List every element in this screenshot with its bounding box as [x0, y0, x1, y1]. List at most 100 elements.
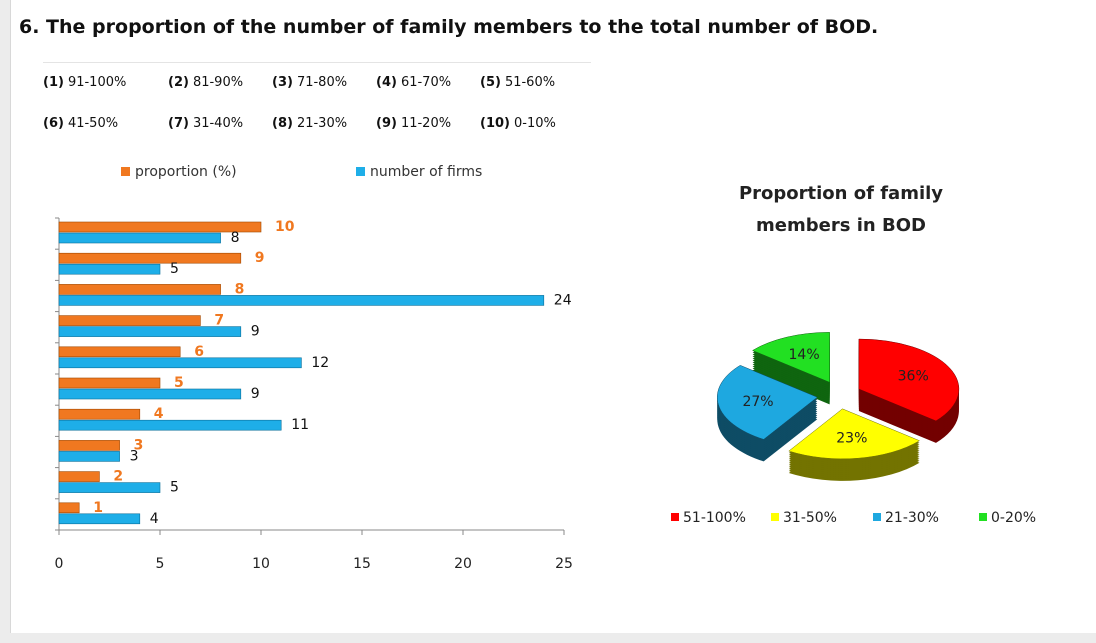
legend-swatch: [121, 167, 130, 176]
key-range: 91-100%: [67, 75, 127, 90]
key-range: 51-60%: [504, 75, 556, 90]
page: proportion (%) number of firms 0 5 10 15 20 25 1…: [10, 0, 1096, 633]
key-number: (10): [480, 116, 510, 131]
bar-value-label: 2: [113, 469, 123, 485]
pie-value-label: 27%: [742, 394, 773, 410]
bar-value-label: 11: [291, 417, 309, 433]
legend-label: 21-30%: [885, 510, 939, 526]
pie-value-label: 23%: [836, 430, 867, 446]
bar-value-label: 1: [93, 500, 103, 516]
key-entry: (8) 21-30%: [272, 116, 347, 131]
key-number: (6): [43, 116, 64, 131]
key-entry: (4) 61-70%: [376, 75, 451, 90]
key-entry: (10) 0-10%: [480, 116, 556, 131]
key-entry: (2) 81-90%: [168, 75, 243, 90]
bar: [58, 419, 282, 431]
key-range: 41-50%: [67, 116, 119, 131]
bar: [58, 471, 100, 482]
key-number: (9): [376, 116, 397, 131]
bar: [58, 232, 221, 244]
legend-label: proportion (%): [135, 164, 237, 180]
bar: [58, 284, 221, 295]
key-entry: (7) 31-40%: [168, 116, 243, 131]
legend-label: 0-20%: [991, 510, 1036, 526]
bar: [58, 408, 141, 420]
x-tick-label: 5: [156, 556, 165, 572]
key-entry: (3) 71-80%: [272, 75, 347, 90]
x-tick-label: 10: [252, 556, 270, 572]
key-number: (5): [480, 75, 501, 90]
legend-label: 31-50%: [783, 510, 837, 526]
key-number: (3): [272, 75, 293, 90]
bar: [58, 377, 161, 389]
bar: [58, 357, 302, 369]
pie-slice: [858, 338, 960, 422]
bar: [58, 221, 262, 233]
bar-value-label: 24: [554, 292, 572, 308]
bar-value-label: 6: [194, 344, 204, 360]
bar-value-label: 10: [275, 219, 295, 235]
legend-swatch: [873, 513, 881, 521]
legend-label: 51-100%: [683, 510, 746, 526]
key-range: 81-90%: [192, 75, 244, 90]
bar-value-label: 9: [251, 386, 260, 402]
pie-slice: [717, 365, 818, 440]
key-range: 21-30%: [296, 116, 348, 131]
legend-label: number of firms: [370, 164, 482, 180]
pie-title: Proportion of family members in BOD: [738, 183, 944, 236]
bar-value-label: 9: [255, 250, 265, 266]
key-number: (8): [272, 116, 293, 131]
legend-swatch: [356, 167, 365, 176]
bar-value-label: 3: [130, 448, 139, 464]
key-range: 71-80%: [296, 75, 348, 90]
heading: 6. The proportion of the number of famil…: [19, 16, 879, 38]
key-number: (1): [43, 75, 64, 90]
bar: [58, 346, 181, 358]
key-range: 31-40%: [192, 116, 244, 131]
bar: [58, 295, 545, 306]
key-number: (2): [168, 75, 189, 90]
legend-swatch: [671, 513, 679, 521]
legend-swatch: [771, 513, 779, 521]
bar-value-label: 4: [150, 511, 159, 527]
x-tick-label: 20: [454, 556, 472, 572]
bar: [58, 315, 201, 326]
pie-value-label: 36%: [898, 368, 929, 384]
bar-value-label: 12: [311, 355, 329, 371]
bar-value-label: 8: [235, 281, 245, 297]
pie-value-label: 14%: [789, 347, 820, 363]
bar-value-label: 5: [170, 480, 179, 496]
bar: [58, 482, 161, 493]
bar-value-label: 4: [154, 406, 164, 422]
bar: [58, 451, 120, 462]
bar: [58, 440, 120, 451]
range-key: (1) 91-100% (2) 81-90% (3) 71-80% (4) 61-70% (5)…: [43, 62, 591, 131]
bar: [58, 252, 242, 264]
key-number: (4): [376, 75, 397, 90]
key-entry: (1) 91-100%: [43, 75, 126, 90]
bar-value-label: 9: [251, 324, 260, 340]
x-tick-label: 0: [55, 556, 64, 572]
bar: [58, 513, 141, 525]
key-range: 61-70%: [400, 75, 452, 90]
bar-value-label: 5: [174, 375, 184, 391]
bar: [58, 263, 161, 275]
key-range: 11-20%: [400, 116, 452, 131]
legend-swatch: [979, 513, 987, 521]
key-entry: (5) 51-60%: [480, 75, 555, 90]
bar-value-label: 8: [231, 230, 240, 246]
key-entry: (6) 41-50%: [43, 116, 118, 131]
bar-value-label: 3: [134, 437, 144, 453]
bar: [58, 502, 80, 514]
x-tick-label: 25: [555, 556, 573, 572]
key-entry: (9) 11-20%: [376, 116, 451, 131]
bar-value-label: 5: [170, 261, 179, 277]
bar: [58, 326, 242, 337]
pie-slice: [752, 332, 830, 383]
x-tick-label: 15: [353, 556, 371, 572]
bar: [58, 388, 242, 400]
bar-value-label: 7: [214, 313, 224, 329]
key-number: (7): [168, 116, 189, 131]
pie-slice: [788, 408, 921, 460]
